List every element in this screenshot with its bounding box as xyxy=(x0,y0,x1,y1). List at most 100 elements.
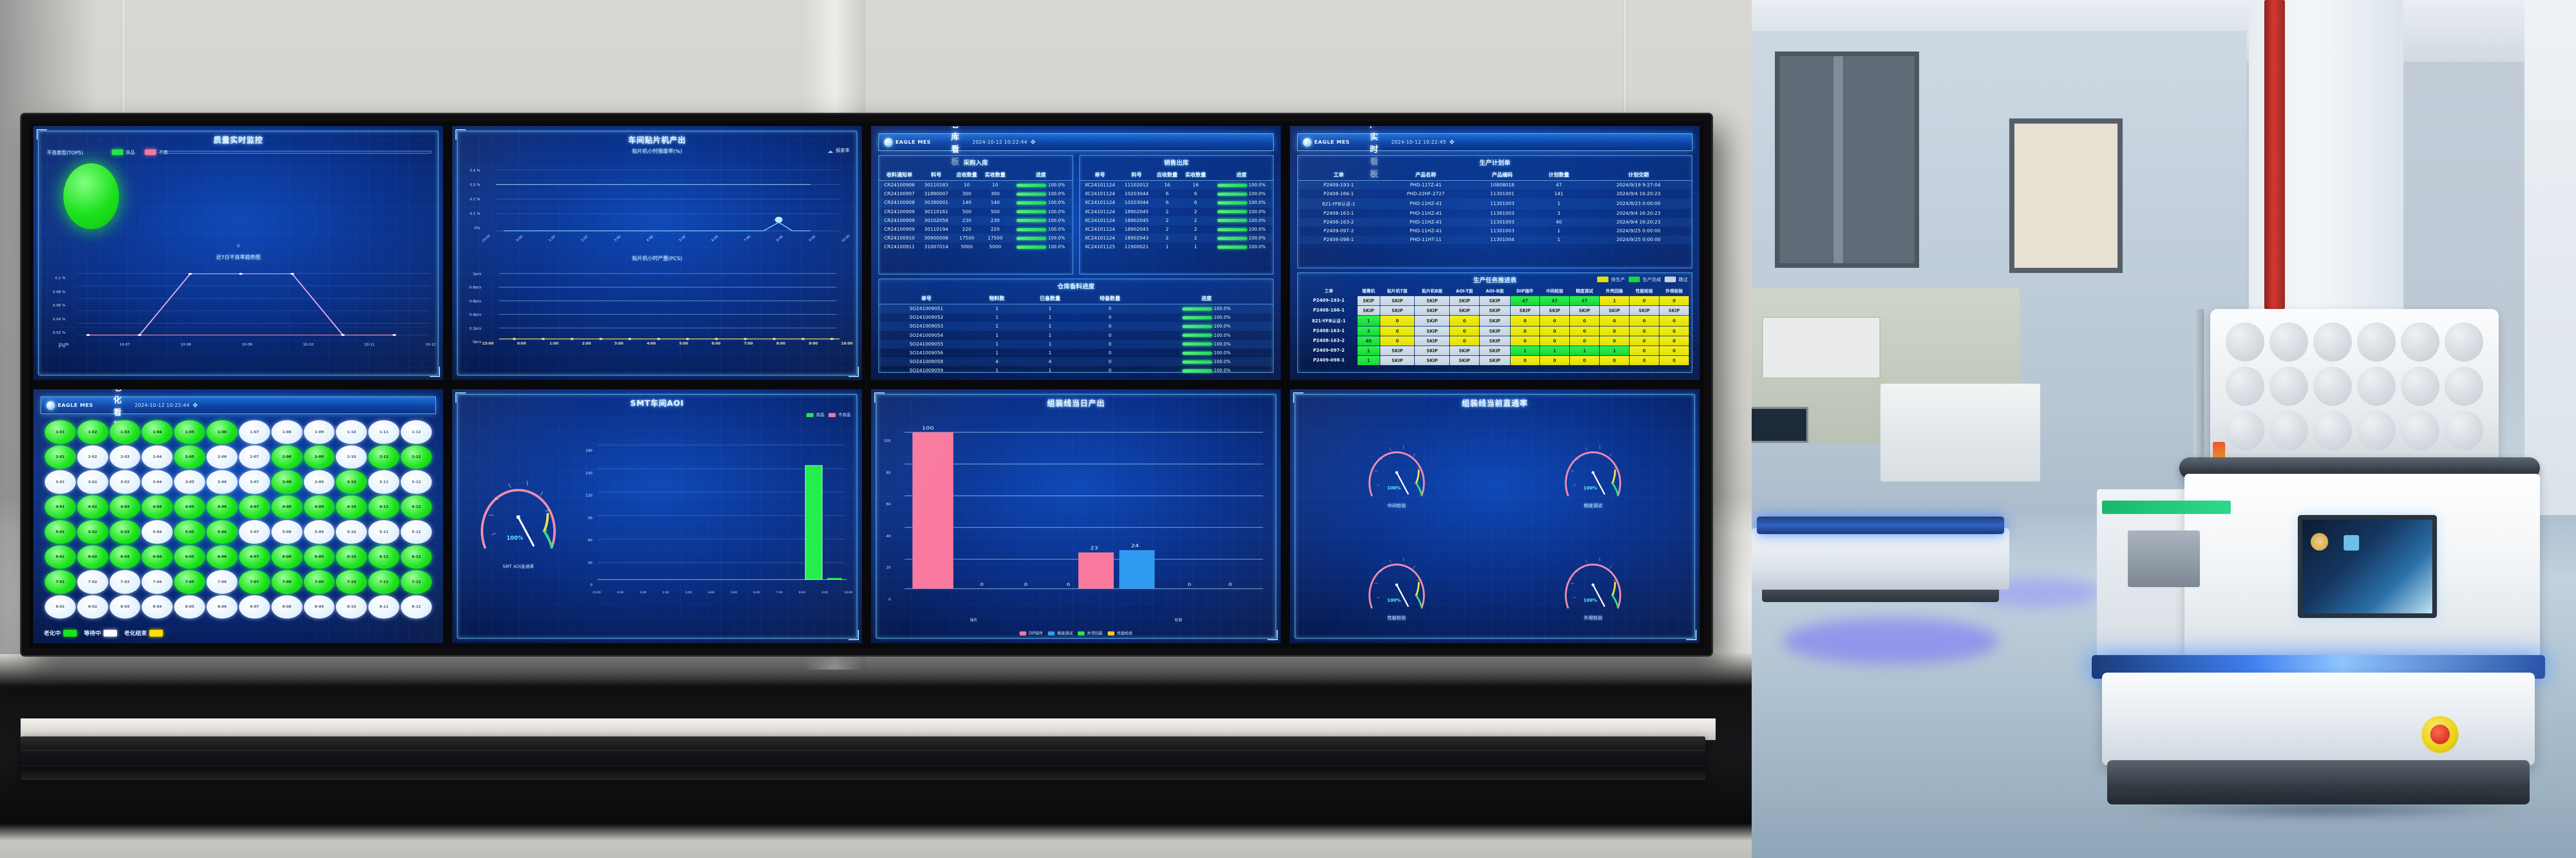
stage-cell[interactable]: 0 xyxy=(1380,327,1415,336)
aging-station[interactable]: 8-06 xyxy=(207,595,238,619)
matrix-row[interactable]: 821-YFB认证-1 1 0 SKIP 0 SKIP 0 0 0 0 0 0 xyxy=(1301,316,1689,326)
aging-station[interactable]: 5-01 xyxy=(45,520,76,544)
aging-station[interactable]: 7-09 xyxy=(303,570,335,594)
stage-cell[interactable]: 0 xyxy=(1659,316,1689,326)
aging-station[interactable]: 4-04 xyxy=(142,495,173,519)
stage-cell[interactable]: SKIP xyxy=(1600,306,1629,315)
aging-station[interactable]: 3-08 xyxy=(271,470,302,494)
aging-station[interactable]: 2-07 xyxy=(239,445,270,469)
aging-station[interactable]: 3-04 xyxy=(142,470,173,494)
table-row[interactable]: XC24101124 18902045 2 2 100.0% xyxy=(1080,208,1274,216)
aging-station[interactable]: 2-09 xyxy=(303,445,335,469)
stage-cell[interactable]: 0 xyxy=(1600,316,1629,326)
aging-station[interactable]: 8-04 xyxy=(142,595,173,619)
panel-assembly-fpy[interactable]: 组装线当前直通率 100% 中间检验 xyxy=(1285,385,1704,648)
aging-station[interactable]: 7-04 xyxy=(142,570,173,594)
stage-cell[interactable]: 1 xyxy=(1540,346,1570,355)
aging-station[interactable]: 7-08 xyxy=(271,570,302,594)
stage-cell[interactable]: 0 xyxy=(1570,327,1600,336)
aging-station[interactable]: 8-11 xyxy=(368,595,400,619)
expand-icon[interactable]: ✥ xyxy=(192,402,198,409)
stage-cell[interactable]: SKIP xyxy=(1479,306,1510,315)
table-row[interactable]: 821-YFB认证-1 PHD-11HZ-41 11301003 1 2024/8/23… xyxy=(1298,198,1692,209)
aging-station[interactable]: 8-09 xyxy=(303,595,335,619)
stage-cell[interactable]: 0 xyxy=(1570,356,1600,365)
aging-station[interactable]: 3-12 xyxy=(401,470,432,494)
table-row[interactable]: CR24100909 30110194 220 220 100.0% xyxy=(879,225,1073,234)
expand-icon[interactable]: ✥ xyxy=(1449,139,1455,146)
stage-cell[interactable]: SKIP xyxy=(1380,306,1415,315)
table-row[interactable]: CR24100909 30102058 230 230 100.0% xyxy=(879,216,1073,225)
aging-station[interactable]: 6-10 xyxy=(336,545,367,569)
defect-bubble[interactable] xyxy=(63,163,119,229)
aging-station[interactable]: 8-03 xyxy=(109,595,141,619)
stage-cell[interactable]: 0 xyxy=(1629,327,1659,336)
aging-station[interactable]: 3-09 xyxy=(303,470,335,494)
table-row[interactable]: P2409-098-1 PHD-11HT-11 11301004 1 2024/9/25… xyxy=(1298,235,1692,245)
aging-station[interactable]: 3-01 xyxy=(45,470,76,494)
aging-station[interactable]: 1-07 xyxy=(239,420,270,444)
aging-station[interactable]: 3-06 xyxy=(207,470,238,494)
aging-station[interactable]: 4-09 xyxy=(303,495,335,519)
panel-smt-aoi[interactable]: SMT车间AOI 良品 不良品 xyxy=(448,385,867,648)
aging-station[interactable]: 5-03 xyxy=(109,520,141,544)
stage-cell[interactable]: 0 xyxy=(1380,316,1415,326)
aging-station[interactable]: 8-10 xyxy=(336,595,367,619)
aging-station[interactable]: 1-02 xyxy=(77,420,108,444)
table-row[interactable]: SO241009051 1 1 0 100.0% xyxy=(879,304,1273,314)
stage-cell[interactable]: 1 xyxy=(1600,346,1629,355)
stage-cell[interactable]: 47 xyxy=(1570,296,1600,305)
stage-cell[interactable]: 0 xyxy=(1510,356,1540,365)
stage-cell[interactable]: 0 xyxy=(1540,316,1570,326)
stage-cell[interactable]: SKIP xyxy=(1479,327,1510,336)
aging-station[interactable]: 7-03 xyxy=(109,570,141,594)
table-row[interactable]: P2408-163-2 PHD-11HZ-41 11301003 40 2024/9/4… xyxy=(1298,217,1692,227)
table-row[interactable]: SO241009058 4 4 0 100.0% xyxy=(879,357,1273,367)
aging-station[interactable]: 1-03 xyxy=(109,420,141,444)
aging-station[interactable]: 1-04 xyxy=(142,420,173,444)
table-row[interactable]: SO241009055 1 1 0 100.0% xyxy=(879,339,1273,349)
aging-station[interactable]: 2-04 xyxy=(142,445,173,469)
aging-station[interactable]: 6-06 xyxy=(207,545,238,569)
stage-cell[interactable]: SKIP xyxy=(1570,306,1600,315)
stage-cell[interactable]: SKIP xyxy=(1479,346,1510,355)
agv-hmi-touchscreen[interactable] xyxy=(2298,515,2437,618)
table-row[interactable]: SO241009054 1 1 0 100.0% xyxy=(879,331,1273,340)
stage-cell[interactable]: 0 xyxy=(1540,356,1570,365)
aging-station[interactable]: 1-11 xyxy=(368,420,400,444)
stage-cell[interactable]: SKIP xyxy=(1450,356,1479,365)
stage-cell[interactable]: 0 xyxy=(1659,336,1689,346)
panel-assembly-output[interactable]: 组装线当日产出 100 0 0 0 23 24 0 xyxy=(867,385,1285,648)
aging-station[interactable]: 6-02 xyxy=(77,545,108,569)
stage-cell[interactable]: SKIP xyxy=(1479,356,1510,365)
stage-cell[interactable]: SKIP xyxy=(1415,336,1450,346)
aging-station[interactable]: 2-11 xyxy=(368,445,400,469)
stage-cell[interactable]: SKIP xyxy=(1450,306,1479,315)
matrix-row[interactable]: P2409-097-2 1 SKIP SKIP SKIP SKIP 1 1 1 1 0 0 xyxy=(1301,346,1689,355)
aging-station[interactable]: 1-06 xyxy=(207,420,238,444)
matrix-row[interactable]: P2409-098-1 1 SKIP SKIP SKIP SKIP 0 0 0 0 0 0 xyxy=(1301,356,1689,365)
table-row[interactable]: P2409-097-2 PHD-11HZ-41 11301003 1 2024/9/25… xyxy=(1298,227,1692,235)
aging-station[interactable]: 5-04 xyxy=(142,520,173,544)
emergency-stop-button[interactable] xyxy=(2421,716,2459,753)
stage-cell[interactable]: 0 xyxy=(1629,346,1659,355)
stage-cell[interactable]: 0 xyxy=(1600,356,1629,365)
aging-station[interactable]: 8-12 xyxy=(401,595,432,619)
stage-cell[interactable]: SKIP xyxy=(1479,336,1510,346)
stage-cell[interactable]: 1 xyxy=(1357,316,1380,326)
table-row[interactable]: SO241009059 1 1 0 100.0% xyxy=(879,366,1273,375)
panel-aging-board[interactable]: EAGLE MES 老化看板 2024-10-12 10:22:44 ✥ 1-0… xyxy=(29,385,448,648)
stage-cell[interactable]: 0 xyxy=(1450,316,1479,326)
aging-station[interactable]: 5-12 xyxy=(401,520,432,544)
stage-cell[interactable]: SKIP xyxy=(1357,296,1380,305)
table-row[interactable]: P2408-163-1 PHD-11HZ-41 11301003 3 2024/9/4 … xyxy=(1298,209,1692,218)
table-row[interactable]: P2408-166-1 PHD-22HF-2727 11301001 141 2024/… xyxy=(1298,190,1692,198)
aging-station[interactable]: 7-02 xyxy=(77,570,108,594)
table-row[interactable]: SO241009053 1 1 0 100.0% xyxy=(879,322,1273,331)
stage-cell[interactable]: 0 xyxy=(1659,327,1689,336)
aging-station[interactable]: 5-11 xyxy=(368,520,400,544)
stage-cell[interactable]: 1 xyxy=(1357,356,1380,365)
stage-cell[interactable]: 0 xyxy=(1629,316,1659,326)
aging-station[interactable]: 2-06 xyxy=(207,445,238,469)
aging-station[interactable]: 2-08 xyxy=(271,445,302,469)
